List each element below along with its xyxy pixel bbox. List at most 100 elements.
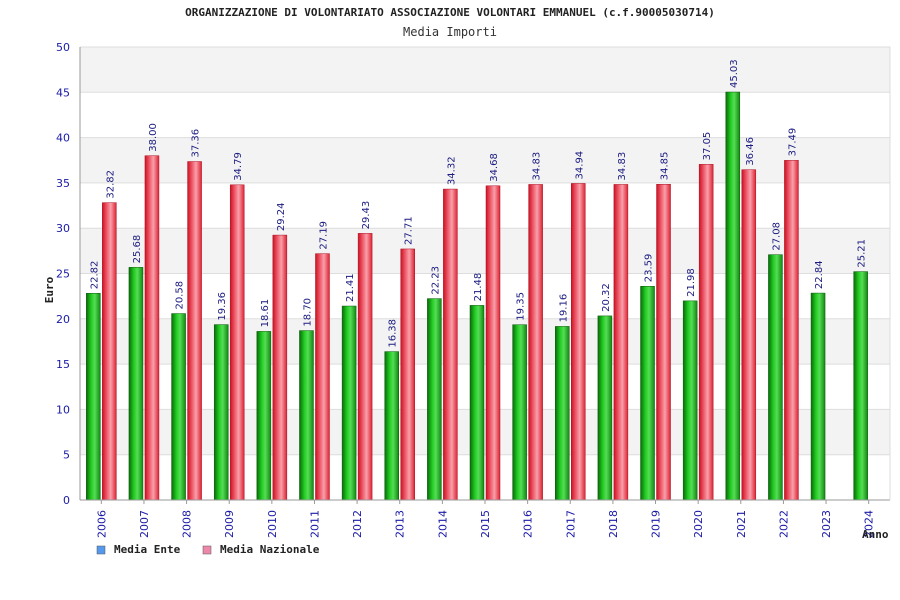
x-tick-label: 2009	[223, 510, 236, 538]
data-label: 21.98	[686, 268, 697, 297]
bar-media-ente	[555, 326, 570, 501]
x-tick-label: 2022	[777, 510, 790, 538]
bar-media-nazionale	[656, 184, 671, 501]
x-tick-label: 2013	[394, 510, 407, 538]
data-label: 25.68	[132, 235, 143, 264]
bar-media-nazionale	[613, 184, 629, 501]
bar-media-nazionale	[485, 185, 501, 501]
data-label: 29.24	[276, 202, 287, 231]
bar-media-ente	[597, 315, 613, 501]
bar-media-ente	[341, 305, 357, 501]
chart-subtitle: Media Importi	[403, 25, 497, 39]
bar-media-nazionale	[443, 188, 458, 501]
bar-media-nazionale	[741, 169, 757, 501]
x-tick-label: 2019	[650, 510, 663, 538]
bars	[86, 91, 868, 501]
y-tick-label: 40	[56, 132, 70, 145]
data-label: 45.03	[729, 59, 740, 88]
legend-label: Media Ente	[114, 543, 181, 556]
x-tick-label: 2010	[266, 510, 279, 538]
y-tick-label: 45	[56, 86, 70, 99]
data-label: 18.61	[260, 299, 271, 328]
data-label: 19.16	[558, 294, 569, 323]
data-labels: 22.82 32.82 25.68 38.00 20.58 37.36 19.36 34.79…	[89, 59, 867, 347]
bar-media-nazionale	[229, 184, 245, 501]
data-label: 27.08	[771, 222, 782, 251]
bar-media-nazionale	[102, 202, 117, 501]
bar-media-ente	[640, 286, 655, 501]
data-label: 37.49	[787, 128, 798, 157]
bar-media-ente	[427, 298, 442, 501]
legend: Media Ente Media Nazionale	[96, 543, 320, 556]
x-tick-label: 2008	[181, 510, 194, 538]
y-axis-ticks: 0 5 10 15 20 25 30 35 40 45 50	[56, 41, 70, 507]
y-tick-label: 10	[56, 403, 70, 416]
data-label: 18.70	[302, 298, 313, 327]
legend-swatch	[202, 545, 212, 555]
axes	[79, 47, 891, 501]
bar-media-ente	[86, 293, 101, 501]
chart-title: ORGANIZZAZIONE DI VOLONTARIATO ASSOCIAZI…	[185, 6, 715, 19]
bar-media-nazionale	[357, 233, 373, 501]
plot-background	[80, 47, 890, 455]
y-tick-label: 35	[56, 177, 70, 190]
data-label: 22.82	[89, 261, 100, 290]
data-label: 27.19	[318, 221, 329, 250]
bar-media-ente	[299, 330, 314, 501]
x-tick-label: 2006	[95, 510, 108, 538]
bar-media-ente	[256, 331, 272, 501]
bar-media-nazionale	[315, 253, 330, 501]
x-tick-label: 2012	[351, 510, 364, 538]
bar-media-ente	[171, 313, 186, 501]
y-axis-label: Euro	[43, 276, 56, 303]
data-label: 20.58	[175, 281, 186, 310]
data-label: 34.94	[574, 151, 585, 180]
data-label: 34.85	[660, 152, 671, 181]
data-label: 37.05	[702, 132, 713, 161]
legend-label: Media Nazionale	[220, 543, 320, 556]
data-label: 22.23	[430, 266, 441, 295]
bar-media-nazionale	[400, 248, 415, 501]
bar-media-ente	[384, 351, 399, 501]
x-tick-label: 2018	[607, 510, 620, 538]
data-label: 16.38	[388, 319, 399, 348]
data-label: 20.32	[601, 283, 612, 312]
plot-band	[80, 47, 890, 93]
data-label: 34.83	[617, 152, 628, 181]
data-label: 37.36	[191, 129, 202, 158]
bar-media-ente	[768, 254, 783, 501]
x-tick-label: 2021	[735, 510, 748, 538]
x-tick-label: 2014	[436, 510, 449, 538]
x-tick-label: 2020	[692, 510, 705, 538]
x-tick-label: 2007	[138, 510, 151, 538]
bar-media-nazionale	[144, 155, 160, 501]
data-label: 36.46	[745, 137, 756, 166]
bar-media-nazionale	[272, 234, 288, 501]
data-label: 23.59	[644, 254, 655, 283]
data-label: 34.68	[489, 153, 500, 182]
data-label: 27.71	[404, 216, 415, 245]
data-label: 32.82	[105, 170, 116, 199]
bar-media-ente	[512, 324, 527, 501]
legend-swatch	[96, 545, 106, 555]
x-axis-label: Anno	[862, 528, 889, 541]
data-label: 34.79	[233, 152, 244, 181]
data-label: 25.21	[857, 239, 868, 268]
data-label: 21.48	[473, 273, 484, 302]
x-tick-label: 2023	[820, 510, 833, 538]
y-tick-label: 50	[56, 41, 70, 54]
y-tick-label: 25	[56, 268, 70, 281]
data-label: 19.36	[217, 292, 228, 321]
bar-media-ente	[853, 271, 868, 501]
bar-media-nazionale	[784, 160, 799, 501]
y-tick-label: 20	[56, 313, 70, 326]
bar-media-ente	[213, 324, 229, 501]
x-tick-label: 2017	[564, 510, 577, 538]
bar-media-ente	[725, 91, 741, 501]
bar-media-nazionale	[698, 164, 714, 501]
bar-media-nazionale	[187, 161, 202, 501]
x-tick-label: 2011	[308, 510, 321, 538]
y-tick-label: 0	[63, 494, 70, 507]
bar-media-nazionale	[528, 184, 543, 501]
